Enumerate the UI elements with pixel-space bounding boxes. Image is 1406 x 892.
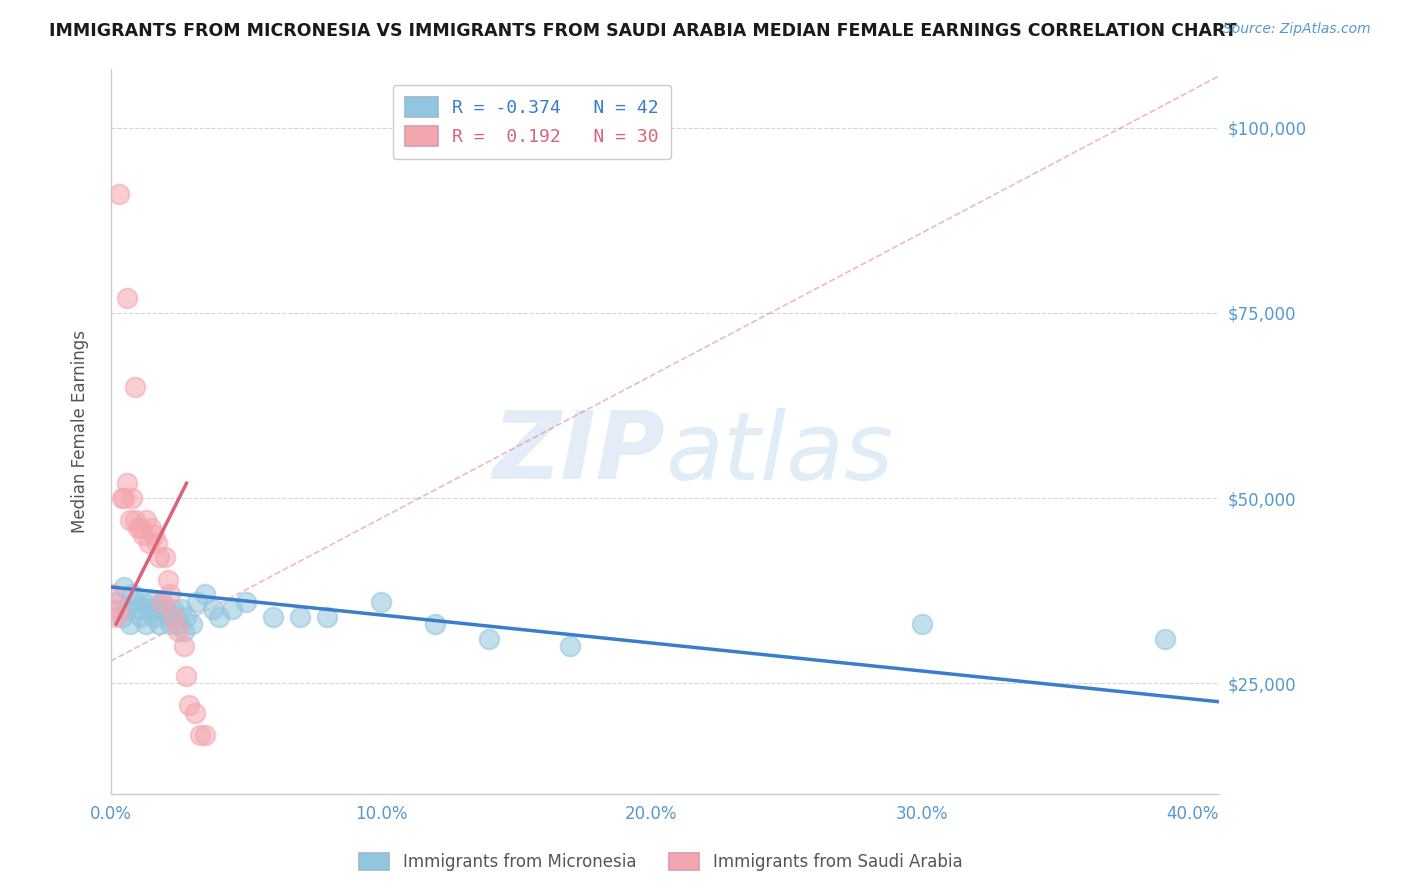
Point (156, 609, 179, 624)
Point (112, 491, 135, 505)
Point (165, 609, 187, 624)
Legend: Immigrants from Micronesia, Immigrants from Saudi Arabia: Immigrants from Micronesia, Immigrants f… (352, 845, 970, 880)
Point (1154, 632, 1177, 646)
Point (188, 728, 211, 742)
Point (167, 617, 190, 632)
Point (148, 550, 170, 565)
Point (183, 706, 205, 720)
Point (129, 521, 152, 535)
Text: ZIP: ZIP (492, 408, 665, 500)
Point (143, 528, 166, 542)
Point (176, 669, 198, 683)
Point (148, 617, 170, 632)
Point (121, 491, 143, 505)
Point (316, 609, 339, 624)
Point (156, 573, 179, 587)
Point (911, 617, 934, 632)
Point (103, 587, 125, 601)
Point (141, 521, 163, 535)
Point (141, 595, 163, 609)
Point (288, 609, 311, 624)
Text: atlas: atlas (665, 408, 893, 499)
Point (162, 609, 184, 624)
Point (179, 698, 201, 713)
Point (194, 728, 217, 742)
Point (132, 595, 155, 609)
Point (145, 602, 167, 616)
Point (135, 617, 157, 632)
Point (153, 550, 176, 565)
Point (176, 609, 198, 624)
Point (180, 617, 202, 632)
Point (115, 476, 138, 491)
Point (159, 617, 181, 632)
Y-axis label: Median Female Earnings: Median Female Earnings (72, 330, 89, 533)
Point (150, 595, 173, 609)
Point (208, 609, 231, 624)
Point (110, 491, 132, 505)
Point (143, 609, 166, 624)
Point (127, 602, 149, 616)
Point (112, 580, 135, 594)
Legend: R = -0.374   N = 42, R =  0.192   N = 30: R = -0.374 N = 42, R = 0.192 N = 30 (392, 85, 672, 159)
Point (145, 535, 167, 549)
Point (124, 513, 146, 527)
Point (262, 609, 284, 624)
Point (115, 291, 138, 305)
Point (221, 602, 243, 616)
Point (194, 587, 217, 601)
Point (127, 521, 149, 535)
Point (478, 632, 501, 646)
Point (138, 602, 160, 616)
Point (235, 595, 257, 609)
Point (118, 513, 141, 527)
Point (105, 595, 128, 609)
Point (132, 528, 155, 542)
Point (170, 602, 193, 616)
Point (159, 587, 181, 601)
Point (124, 595, 146, 609)
Point (124, 380, 146, 394)
Point (425, 617, 447, 632)
Point (108, 602, 131, 616)
Point (173, 624, 195, 639)
Point (560, 639, 582, 653)
Point (370, 595, 392, 609)
Point (121, 587, 143, 601)
Point (162, 602, 184, 616)
Point (138, 535, 160, 549)
Point (135, 513, 157, 527)
Point (110, 609, 132, 624)
Point (115, 602, 138, 616)
Text: Source: ZipAtlas.com: Source: ZipAtlas.com (1223, 22, 1371, 37)
Point (150, 595, 173, 609)
Point (202, 602, 225, 616)
Point (105, 609, 128, 624)
Point (186, 595, 208, 609)
Point (153, 602, 176, 616)
Point (129, 609, 152, 624)
Point (173, 639, 195, 653)
Point (167, 624, 190, 639)
Text: IMMIGRANTS FROM MICRONESIA VS IMMIGRANTS FROM SAUDI ARABIA MEDIAN FEMALE EARNING: IMMIGRANTS FROM MICRONESIA VS IMMIGRANTS… (49, 22, 1237, 40)
Point (108, 187, 131, 202)
Point (118, 617, 141, 632)
